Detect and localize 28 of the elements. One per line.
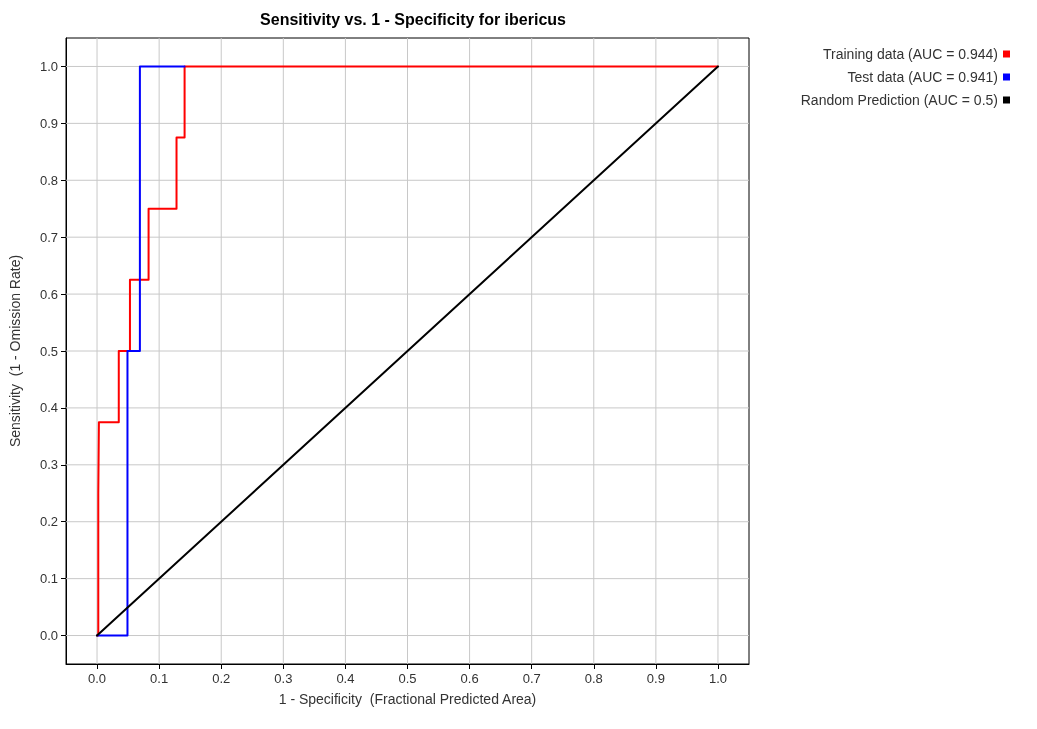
y-tick-label: 0.4	[39, 400, 58, 416]
x-axis-title: 1 - Specificity (Fractional Predicted Area)	[278, 691, 537, 707]
y-tick-label: 0.8	[39, 172, 58, 188]
y-tick-label: 1.0	[39, 58, 58, 74]
x-tick-label: 0.3	[274, 671, 293, 686]
x-tick-label: 0.6	[460, 671, 479, 686]
x-tick-label: 0.7	[522, 671, 541, 686]
y-tick-label: 0.3	[39, 457, 58, 473]
chart-title: Sensitivity vs. 1 - Specificity for ibericus	[260, 10, 567, 28]
y-tick-label: 0.9	[39, 115, 58, 131]
x-tick-label: 0.8	[584, 671, 603, 686]
x-tick-label: 0.1	[150, 671, 169, 686]
y-tick-label: 0.7	[39, 229, 58, 245]
y-tick-label: 0.0	[39, 628, 58, 644]
y-tick-label: 0.2	[39, 514, 58, 530]
x-tick-label: 0.2	[212, 671, 231, 686]
y-tick-label: 0.1	[39, 571, 58, 587]
x-tick-label: 0.5	[398, 671, 417, 686]
legend-label: Training data (AUC = 0.944)	[823, 46, 998, 62]
y-tick-label: 0.6	[39, 286, 58, 302]
y-axis-title: Sensitivity (1 - Omission Rate)	[7, 254, 23, 448]
x-tick-label: 0.4	[336, 671, 355, 686]
x-tick-label: 0.9	[646, 671, 665, 686]
x-tick-label: 0.0	[88, 671, 107, 686]
y-tick-label: 0.5	[39, 343, 58, 359]
legend-label: Random Prediction (AUC = 0.5)	[800, 92, 998, 108]
legend-label: Test data (AUC = 0.941)	[847, 69, 998, 85]
x-tick-label: 1.0	[708, 671, 727, 686]
